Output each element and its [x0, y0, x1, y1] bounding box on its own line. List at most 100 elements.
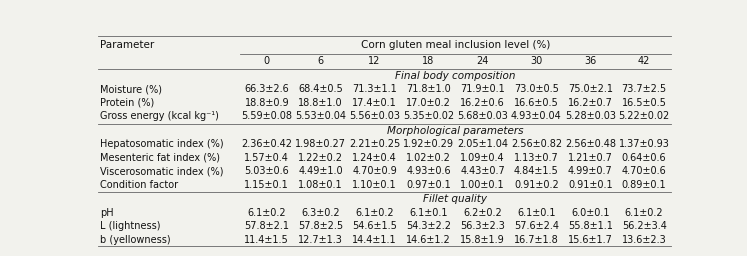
- Text: 15.8±1.9: 15.8±1.9: [460, 235, 505, 245]
- Text: 56.2±3.4: 56.2±3.4: [622, 221, 666, 231]
- Text: 1.15±0.1: 1.15±0.1: [244, 180, 289, 190]
- Text: 4.49±1.0: 4.49±1.0: [298, 166, 343, 176]
- Text: 2.05±1.04: 2.05±1.04: [457, 140, 508, 150]
- Text: Moisture (%): Moisture (%): [100, 84, 162, 94]
- Text: 0.89±0.1: 0.89±0.1: [622, 180, 666, 190]
- Text: 73.0±0.5: 73.0±0.5: [514, 84, 559, 94]
- Text: 5.53±0.04: 5.53±0.04: [295, 111, 346, 121]
- Text: 17.4±0.1: 17.4±0.1: [353, 98, 397, 108]
- Text: pH: pH: [100, 208, 114, 218]
- Text: 42: 42: [638, 56, 651, 66]
- Text: L (lightness): L (lightness): [100, 221, 161, 231]
- Text: 0.91±0.1: 0.91±0.1: [568, 180, 613, 190]
- Text: 6.0±0.1: 6.0±0.1: [571, 208, 610, 218]
- Text: 17.0±0.2: 17.0±0.2: [406, 98, 451, 108]
- Text: Parameter: Parameter: [100, 40, 154, 50]
- Text: 2.56±0.82: 2.56±0.82: [511, 140, 562, 150]
- Text: 68.4±0.5: 68.4±0.5: [298, 84, 343, 94]
- Text: Morphological parameters: Morphological parameters: [387, 126, 524, 136]
- Text: 54.6±1.5: 54.6±1.5: [352, 221, 397, 231]
- Text: 55.8±1.1: 55.8±1.1: [568, 221, 613, 231]
- Text: Viscerosomatic index (%): Viscerosomatic index (%): [100, 166, 223, 176]
- Text: 6.3±0.2: 6.3±0.2: [301, 208, 340, 218]
- Text: 1.09±0.4: 1.09±0.4: [460, 153, 505, 163]
- Text: 0.91±0.2: 0.91±0.2: [514, 180, 559, 190]
- Text: 54.3±2.2: 54.3±2.2: [406, 221, 451, 231]
- Text: 12.7±1.3: 12.7±1.3: [298, 235, 343, 245]
- Text: 4.93±0.04: 4.93±0.04: [511, 111, 562, 121]
- Text: 4.43±0.7: 4.43±0.7: [460, 166, 505, 176]
- Text: 4.70±0.9: 4.70±0.9: [353, 166, 397, 176]
- Text: Fillet quality: Fillet quality: [424, 195, 488, 205]
- Text: 75.0±2.1: 75.0±2.1: [568, 84, 613, 94]
- Text: 13.6±2.3: 13.6±2.3: [622, 235, 666, 245]
- Text: Mesenteric fat index (%): Mesenteric fat index (%): [100, 153, 220, 163]
- Text: 1.13±0.7: 1.13±0.7: [514, 153, 559, 163]
- Text: Hepatosomatic index (%): Hepatosomatic index (%): [100, 140, 223, 150]
- Text: 1.21±0.7: 1.21±0.7: [568, 153, 613, 163]
- Text: 12: 12: [368, 56, 381, 66]
- Text: 1.22±0.2: 1.22±0.2: [298, 153, 343, 163]
- Text: 6.1±0.2: 6.1±0.2: [247, 208, 286, 218]
- Text: 57.8±2.5: 57.8±2.5: [298, 221, 344, 231]
- Text: 4.84±1.5: 4.84±1.5: [514, 166, 559, 176]
- Text: 73.7±2.5: 73.7±2.5: [622, 84, 667, 94]
- Text: 0.64±0.6: 0.64±0.6: [622, 153, 666, 163]
- Text: 18.8±0.9: 18.8±0.9: [244, 98, 289, 108]
- Text: 24: 24: [477, 56, 489, 66]
- Text: 1.37±0.93: 1.37±0.93: [619, 140, 669, 150]
- Text: 5.03±0.6: 5.03±0.6: [244, 166, 289, 176]
- Text: 66.3±2.6: 66.3±2.6: [244, 84, 289, 94]
- Text: 1.57±0.4: 1.57±0.4: [244, 153, 289, 163]
- Text: 11.4±1.5: 11.4±1.5: [244, 235, 289, 245]
- Text: b (yellowness): b (yellowness): [100, 235, 170, 245]
- Text: 15.6±1.7: 15.6±1.7: [568, 235, 613, 245]
- Text: 4.99±0.7: 4.99±0.7: [568, 166, 613, 176]
- Text: 6.1±0.1: 6.1±0.1: [409, 208, 447, 218]
- Text: 16.2±0.6: 16.2±0.6: [460, 98, 505, 108]
- Text: 1.00±0.1: 1.00±0.1: [460, 180, 505, 190]
- Text: 1.02±0.2: 1.02±0.2: [406, 153, 451, 163]
- Text: 4.70±0.6: 4.70±0.6: [622, 166, 666, 176]
- Text: 16.7±1.8: 16.7±1.8: [514, 235, 559, 245]
- Text: 71.3±1.1: 71.3±1.1: [353, 84, 397, 94]
- Text: 0: 0: [264, 56, 270, 66]
- Text: 1.98±0.27: 1.98±0.27: [295, 140, 346, 150]
- Text: 16.2±0.7: 16.2±0.7: [568, 98, 613, 108]
- Text: 6.1±0.2: 6.1±0.2: [356, 208, 394, 218]
- Text: 5.28±0.03: 5.28±0.03: [565, 111, 616, 121]
- Text: 0.97±0.1: 0.97±0.1: [406, 180, 451, 190]
- Text: 6.2±0.2: 6.2±0.2: [463, 208, 502, 218]
- Text: 5.59±0.08: 5.59±0.08: [241, 111, 292, 121]
- Text: 6.1±0.1: 6.1±0.1: [517, 208, 556, 218]
- Text: 56.3±2.3: 56.3±2.3: [460, 221, 505, 231]
- Text: 14.6±1.2: 14.6±1.2: [406, 235, 451, 245]
- Text: 71.9±0.1: 71.9±0.1: [460, 84, 505, 94]
- Text: 36: 36: [584, 56, 596, 66]
- Text: 16.5±0.5: 16.5±0.5: [622, 98, 666, 108]
- Text: 14.4±1.1: 14.4±1.1: [353, 235, 397, 245]
- Text: 2.36±0.42: 2.36±0.42: [241, 140, 292, 150]
- Text: 1.24±0.4: 1.24±0.4: [353, 153, 397, 163]
- Text: Final body composition: Final body composition: [395, 71, 515, 81]
- Text: 5.22±0.02: 5.22±0.02: [619, 111, 670, 121]
- Text: 57.8±2.1: 57.8±2.1: [244, 221, 289, 231]
- Text: 6: 6: [317, 56, 323, 66]
- Text: 4.93±0.6: 4.93±0.6: [406, 166, 451, 176]
- Text: 57.6±2.4: 57.6±2.4: [514, 221, 559, 231]
- Text: 5.56±0.03: 5.56±0.03: [349, 111, 400, 121]
- Text: 6.1±0.2: 6.1±0.2: [625, 208, 663, 218]
- Text: 1.10±0.1: 1.10±0.1: [353, 180, 397, 190]
- Text: 2.56±0.48: 2.56±0.48: [565, 140, 616, 150]
- Text: 18: 18: [422, 56, 435, 66]
- Text: 5.35±0.02: 5.35±0.02: [403, 111, 454, 121]
- Text: Condition factor: Condition factor: [100, 180, 178, 190]
- Text: 18.8±1.0: 18.8±1.0: [298, 98, 343, 108]
- Text: Protein (%): Protein (%): [100, 98, 154, 108]
- Text: 16.6±0.5: 16.6±0.5: [514, 98, 559, 108]
- Text: 1.08±0.1: 1.08±0.1: [298, 180, 343, 190]
- Text: Corn gluten meal inclusion level (%): Corn gluten meal inclusion level (%): [361, 40, 551, 50]
- Text: 5.68±0.03: 5.68±0.03: [457, 111, 508, 121]
- Text: 2.21±0.25: 2.21±0.25: [349, 140, 400, 150]
- Text: 71.8±1.0: 71.8±1.0: [406, 84, 451, 94]
